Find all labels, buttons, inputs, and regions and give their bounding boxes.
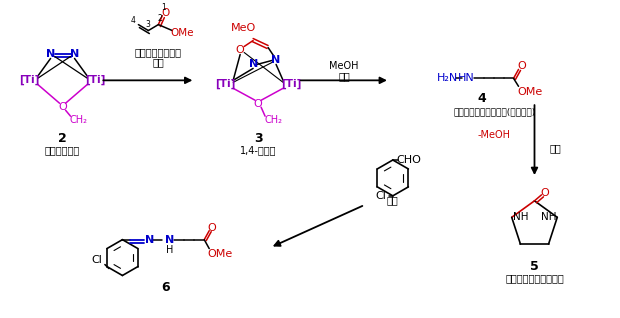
Text: Cl: Cl	[375, 191, 386, 201]
Text: 室温: 室温	[153, 58, 164, 67]
Text: H₂N: H₂N	[437, 73, 458, 83]
Text: 2: 2	[58, 132, 67, 145]
Text: O: O	[517, 61, 526, 72]
Text: N: N	[249, 59, 258, 69]
Text: OMe: OMe	[517, 87, 542, 97]
Text: O: O	[161, 8, 169, 17]
Text: NH: NH	[541, 212, 556, 222]
Text: N: N	[46, 50, 55, 59]
Text: O: O	[236, 45, 244, 55]
Text: N: N	[70, 50, 79, 59]
Text: O: O	[58, 102, 67, 112]
Text: N: N	[165, 235, 174, 245]
Text: N: N	[272, 55, 281, 66]
Text: 環状ヒドラジン誘導体: 環状ヒドラジン誘導体	[505, 273, 564, 283]
Text: 室温: 室温	[387, 195, 399, 205]
Text: 室温: 室温	[549, 143, 561, 153]
Text: 4: 4	[131, 16, 136, 25]
Text: 1,4-付加体: 1,4-付加体	[240, 145, 277, 155]
Text: 4: 4	[477, 92, 486, 105]
Text: OMe: OMe	[208, 249, 233, 259]
Text: 二窒素化合物: 二窒素化合物	[45, 145, 80, 155]
Text: MeOH: MeOH	[329, 61, 359, 72]
Text: O: O	[540, 188, 549, 198]
Text: CH₂: CH₂	[69, 115, 87, 125]
Text: [Ti]: [Ti]	[19, 75, 40, 86]
Text: Cl: Cl	[92, 254, 102, 265]
Text: NH: NH	[513, 212, 528, 222]
Text: [Ti]: [Ti]	[86, 75, 105, 86]
Text: N: N	[144, 235, 154, 245]
Text: OMe: OMe	[170, 28, 194, 38]
Text: O: O	[254, 99, 262, 109]
Text: O: O	[208, 223, 216, 233]
Text: アクリル酸メチル: アクリル酸メチル	[135, 47, 182, 58]
Text: 室温: 室温	[338, 71, 350, 81]
Text: 5: 5	[530, 260, 539, 273]
Text: [Ti]: [Ti]	[281, 79, 301, 89]
Text: 鎖状ヒドラジン誘導体(単離不可): 鎖状ヒドラジン誘導体(単離不可)	[453, 108, 536, 117]
Text: 1: 1	[161, 3, 166, 12]
Text: 6: 6	[161, 281, 170, 294]
Text: -MeOH: -MeOH	[477, 130, 510, 140]
Text: HN: HN	[458, 73, 475, 83]
Text: [Ti]: [Ti]	[215, 79, 236, 89]
Text: CH₂: CH₂	[264, 115, 282, 125]
Text: CHO: CHO	[396, 155, 421, 165]
Text: H: H	[166, 245, 173, 255]
Text: 3: 3	[254, 132, 262, 145]
Text: MeO: MeO	[231, 23, 256, 32]
Text: 3: 3	[145, 20, 150, 29]
Text: 2: 2	[158, 14, 162, 23]
